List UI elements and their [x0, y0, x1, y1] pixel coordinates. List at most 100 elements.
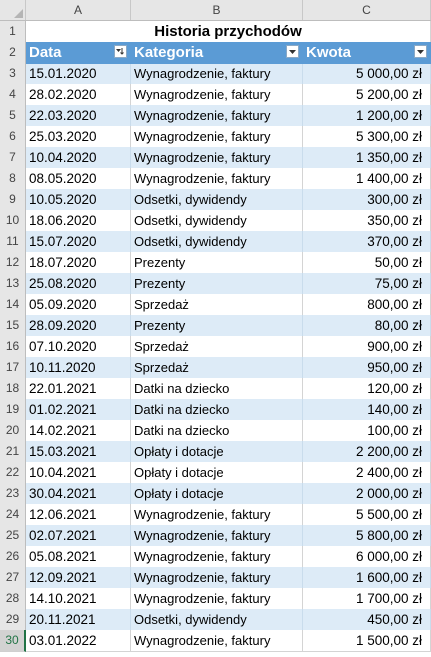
row-number[interactable]: 13 [0, 273, 26, 295]
cell-amount[interactable]: 2 400,00 zł [303, 462, 431, 484]
cell-amount[interactable]: 1 500,00 zł [303, 630, 431, 652]
row-number[interactable]: 14 [0, 294, 26, 316]
cell-date[interactable]: 10.05.2020 [26, 189, 131, 211]
filter-dropdown-icon[interactable] [286, 45, 299, 58]
cell-date[interactable]: 18.06.2020 [26, 210, 131, 232]
cell-category[interactable]: Prezenty [131, 252, 303, 274]
cell-date[interactable]: 25.03.2020 [26, 126, 131, 148]
cell-amount[interactable]: 5 200,00 zł [303, 84, 431, 106]
cell-amount[interactable]: 75,00 zł [303, 273, 431, 295]
cell-amount[interactable]: 2 200,00 zł [303, 441, 431, 463]
cell-category[interactable]: Wynagrodzenie, faktury [131, 630, 303, 652]
row-number[interactable]: 28 [0, 588, 26, 610]
cell-category[interactable]: Wynagrodzenie, faktury [131, 105, 303, 127]
row-number[interactable]: 25 [0, 525, 26, 547]
cell-amount[interactable]: 140,00 zł [303, 399, 431, 421]
row-number[interactable]: 9 [0, 189, 26, 211]
row-number[interactable]: 10 [0, 210, 26, 232]
cell-category[interactable]: Wynagrodzenie, faktury [131, 126, 303, 148]
cell-category[interactable]: Sprzedaż [131, 357, 303, 379]
cell-category[interactable]: Sprzedaż [131, 294, 303, 316]
row-number[interactable]: 7 [0, 147, 26, 169]
cell-date[interactable]: 10.04.2020 [26, 147, 131, 169]
row-number[interactable]: 2 [0, 42, 26, 64]
cell-date[interactable]: 22.03.2020 [26, 105, 131, 127]
row-number[interactable]: 24 [0, 504, 26, 526]
cell-category[interactable]: Datki na dziecko [131, 420, 303, 442]
row-number[interactable]: 4 [0, 84, 26, 106]
cell-category[interactable]: Prezenty [131, 315, 303, 337]
row-number[interactable]: 17 [0, 357, 26, 379]
cell-category[interactable]: Wynagrodzenie, faktury [131, 147, 303, 169]
column-header-a[interactable]: A [26, 0, 131, 20]
cell-amount[interactable]: 5 300,00 zł [303, 126, 431, 148]
cell-amount[interactable]: 1 350,00 zł [303, 147, 431, 169]
cell-amount[interactable]: 800,00 zł [303, 294, 431, 316]
row-number[interactable]: 19 [0, 399, 26, 421]
filter-dropdown-icon[interactable] [414, 45, 427, 58]
cell-amount[interactable]: 5 800,00 zł [303, 525, 431, 547]
cell-date[interactable]: 03.01.2022 [26, 630, 131, 652]
cell-category[interactable]: Wynagrodzenie, faktury [131, 63, 303, 85]
cell-amount[interactable]: 450,00 zł [303, 609, 431, 631]
cell-amount[interactable]: 6 000,00 zł [303, 546, 431, 568]
cell-category[interactable]: Sprzedaż [131, 336, 303, 358]
cell-category[interactable]: Wynagrodzenie, faktury [131, 588, 303, 610]
cell-date[interactable]: 05.08.2021 [26, 546, 131, 568]
cell-date[interactable]: 22.01.2021 [26, 378, 131, 400]
cell-amount[interactable]: 900,00 zł [303, 336, 431, 358]
cell-amount[interactable]: 350,00 zł [303, 210, 431, 232]
row-number[interactable]: 16 [0, 336, 26, 358]
header-amount[interactable]: Kwota [303, 42, 431, 64]
filter-dropdown-icon[interactable] [114, 45, 127, 58]
cell-category[interactable]: Wynagrodzenie, faktury [131, 525, 303, 547]
cell-amount[interactable]: 1 400,00 zł [303, 168, 431, 190]
row-number[interactable]: 11 [0, 231, 26, 253]
cell-date[interactable]: 25.08.2020 [26, 273, 131, 295]
cell-amount[interactable]: 120,00 zł [303, 378, 431, 400]
column-header-c[interactable]: C [303, 0, 431, 20]
cell-date[interactable]: 10.04.2021 [26, 462, 131, 484]
cell-date[interactable]: 28.09.2020 [26, 315, 131, 337]
cell-date[interactable]: 18.07.2020 [26, 252, 131, 274]
row-number[interactable]: 5 [0, 105, 26, 127]
row-number[interactable]: 18 [0, 378, 26, 400]
header-date[interactable]: Data [26, 42, 131, 64]
cell-category[interactable]: Odsetki, dywidendy [131, 609, 303, 631]
cell-category[interactable]: Datki na dziecko [131, 378, 303, 400]
cell-date[interactable]: 20.11.2021 [26, 609, 131, 631]
select-all-corner-icon[interactable] [0, 0, 26, 20]
cell-amount[interactable]: 1 200,00 zł [303, 105, 431, 127]
cell-date[interactable]: 14.02.2021 [26, 420, 131, 442]
sheet-title[interactable]: Historia przychodów [26, 21, 431, 43]
cell-category[interactable]: Prezenty [131, 273, 303, 295]
cell-amount[interactable]: 2 000,00 zł [303, 483, 431, 505]
cell-amount[interactable]: 5 500,00 zł [303, 504, 431, 526]
row-number[interactable]: 20 [0, 420, 26, 442]
row-number[interactable]: 3 [0, 63, 26, 85]
cell-category[interactable]: Wynagrodzenie, faktury [131, 84, 303, 106]
cell-date[interactable]: 07.10.2020 [26, 336, 131, 358]
cell-date[interactable]: 12.06.2021 [26, 504, 131, 526]
row-number[interactable]: 22 [0, 462, 26, 484]
cell-date[interactable]: 10.11.2020 [26, 357, 131, 379]
row-number[interactable]: 1 [0, 21, 26, 43]
row-number[interactable]: 15 [0, 315, 26, 337]
cell-category[interactable]: Opłaty i dotacje [131, 462, 303, 484]
cell-category[interactable]: Opłaty i dotacje [131, 483, 303, 505]
cell-category[interactable]: Wynagrodzenie, faktury [131, 504, 303, 526]
row-number[interactable]: 12 [0, 252, 26, 274]
cell-date[interactable]: 01.02.2021 [26, 399, 131, 421]
cell-amount[interactable]: 5 000,00 zł [303, 63, 431, 85]
cell-amount[interactable]: 1 600,00 zł [303, 567, 431, 589]
row-number[interactable]: 6 [0, 126, 26, 148]
cell-category[interactable]: Wynagrodzenie, faktury [131, 168, 303, 190]
header-category[interactable]: Kategoria [131, 42, 303, 64]
row-number[interactable]: 27 [0, 567, 26, 589]
cell-amount[interactable]: 950,00 zł [303, 357, 431, 379]
row-number[interactable]: 29 [0, 609, 26, 631]
cell-date[interactable]: 12.09.2021 [26, 567, 131, 589]
cell-category[interactable]: Odsetki, dywidendy [131, 189, 303, 211]
cell-category[interactable]: Wynagrodzenie, faktury [131, 546, 303, 568]
cell-amount[interactable]: 80,00 zł [303, 315, 431, 337]
